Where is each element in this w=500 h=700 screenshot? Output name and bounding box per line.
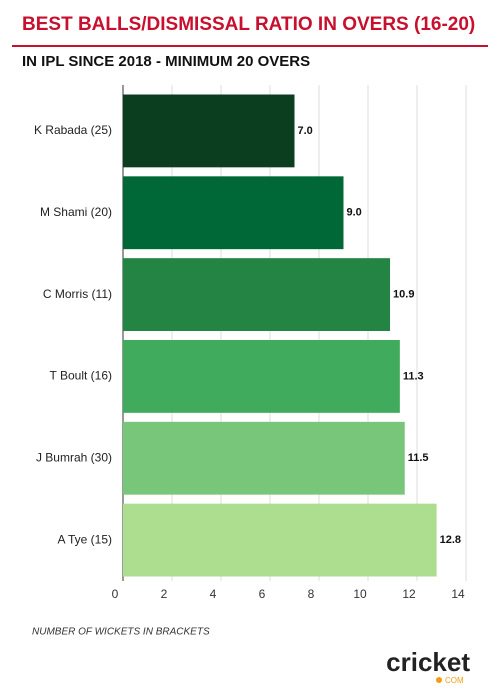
- footnote: NUMBER OF WICKETS IN BRACKETS: [32, 627, 210, 638]
- x-tick-label: 6: [259, 587, 266, 601]
- x-tick-label: 2: [161, 587, 168, 601]
- value-label: 11.5: [408, 452, 429, 464]
- x-tick-label: 4: [210, 587, 217, 601]
- y-tick-label: A Tye (15): [58, 532, 112, 546]
- y-tick-label: M Shami (20): [40, 205, 112, 219]
- logo-dot: [436, 677, 442, 683]
- bar: [123, 94, 295, 168]
- x-tick-label: 8: [308, 587, 315, 601]
- value-label: 12.8: [440, 534, 461, 546]
- chart-title: BEST BALLS/DISMISSAL RATIO IN OVERS (16-…: [22, 14, 475, 35]
- y-tick-label: C Morris (11): [43, 287, 112, 301]
- value-label: 9.0: [347, 207, 362, 219]
- y-tick-label: T Boult (16): [50, 369, 112, 383]
- bar: [123, 421, 405, 495]
- bar: [123, 176, 344, 250]
- logo-name: cricket: [386, 647, 470, 677]
- x-tick-label: 14: [451, 587, 465, 601]
- y-tick-label: K Rabada (25): [34, 123, 112, 137]
- y-tick-label: J Bumrah (30): [36, 450, 112, 464]
- x-tick-label: 10: [353, 587, 367, 601]
- chart-subtitle: IN IPL SINCE 2018 - MINIMUM 20 OVERS: [22, 53, 310, 70]
- x-tick-label: 0: [112, 587, 119, 601]
- bar: [123, 258, 391, 331]
- bar: [123, 340, 400, 413]
- x-tick-label: 12: [402, 587, 416, 601]
- value-label: 10.9: [393, 288, 414, 300]
- value-label: 7.0: [298, 125, 313, 137]
- value-label: 11.3: [403, 370, 424, 382]
- logo-suffix: COM: [445, 676, 464, 685]
- bar: [123, 503, 437, 577]
